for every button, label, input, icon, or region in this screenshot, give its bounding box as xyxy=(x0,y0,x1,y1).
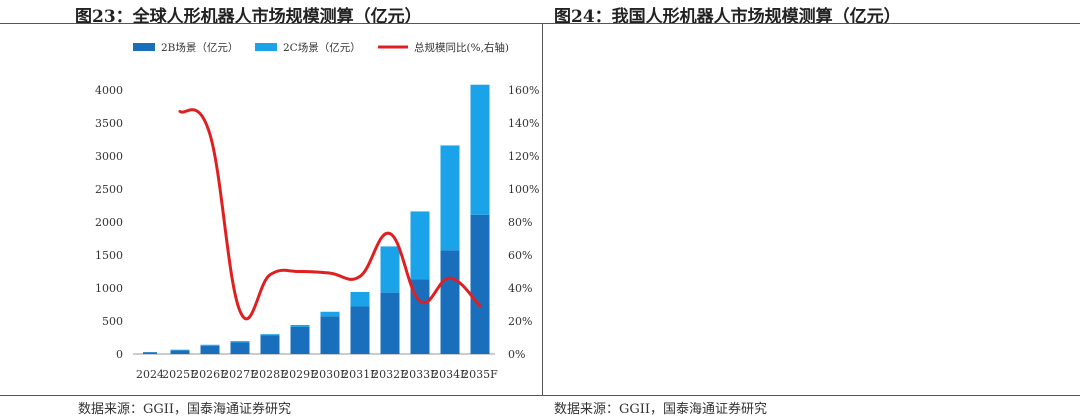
y2-tick-label: 60% xyxy=(508,249,532,262)
y-tick-label: 1500 xyxy=(95,249,123,262)
panel-divider xyxy=(542,24,543,395)
line-point xyxy=(359,275,361,277)
line-yoy xyxy=(178,108,482,321)
legend-swatch xyxy=(133,43,155,51)
bar-2c xyxy=(350,291,370,307)
y2-tick-label: 100% xyxy=(508,183,539,196)
x-tick-label: 2028F xyxy=(252,368,288,381)
bar-2c xyxy=(230,341,250,343)
bar-2c xyxy=(200,344,220,346)
line-point xyxy=(479,305,481,307)
chart-svg-china: 02004006008001000120014000%10%20%30%40%5… xyxy=(540,0,1080,417)
bar-2c xyxy=(380,246,400,293)
chart-svg-global: 0 500 1000 1500 2000 2500 3000 3500 4000 0% 20% 40%… xyxy=(95,41,539,381)
line-point xyxy=(209,134,211,136)
y2-tick-label: 40% xyxy=(508,282,532,295)
bar-2b xyxy=(380,292,400,354)
y-tick-label: 4000 xyxy=(95,84,123,97)
bar-2b xyxy=(470,214,490,354)
legend-label: 总规模同比(%,右轴) xyxy=(414,41,509,54)
x-tick-label: 2031F xyxy=(342,368,378,381)
chart-source: 数据来源：GGII，国泰海通证券研究 xyxy=(78,402,292,417)
bar-2b xyxy=(260,335,280,354)
chart-source: 数据来源：GGII，国泰海通证券研究 xyxy=(554,402,768,417)
y-tick-label: 3500 xyxy=(95,117,123,130)
bar-2c xyxy=(470,84,490,215)
x-tick-label: 2035F xyxy=(462,368,498,381)
bar-2c xyxy=(410,211,430,280)
line-point xyxy=(329,272,331,274)
y2-tick-label: 20% xyxy=(508,315,532,328)
x-tick-label: 2034F xyxy=(432,368,468,381)
bar-2c xyxy=(320,311,340,317)
x-tick-label: 2030F xyxy=(312,368,348,381)
line-point xyxy=(419,300,421,302)
y-tick-label: 0 xyxy=(116,348,123,361)
line-point xyxy=(449,277,451,279)
y2-tick-label: 160% xyxy=(508,84,539,97)
y-tick-label: 2000 xyxy=(95,216,123,229)
title-rule xyxy=(540,23,1080,24)
bar-2b xyxy=(230,342,250,354)
bar-2c xyxy=(440,145,460,251)
chart-title: 图23：全球人形机器人市场规模测算（亿元） xyxy=(75,7,422,27)
y2-tick-label: 80% xyxy=(508,216,532,229)
line-point xyxy=(269,274,271,276)
x-tick-label: 2025F xyxy=(162,368,198,381)
y-tick-label: 3000 xyxy=(95,150,123,163)
chart-panel-global: 图23：全球人形机器人市场规模测算（亿元） 0 500 1000 1500 2000 25… xyxy=(0,7,540,417)
y-tick-label: 1000 xyxy=(95,282,123,295)
chart-panel-china: 图24：我国人形机器人市场规模测算（亿元） 020040060080010001… xyxy=(540,0,1080,417)
x-tick-label: 2033F xyxy=(402,368,438,381)
x-tick-label: 2026F xyxy=(192,368,228,381)
y2-tick-label: 120% xyxy=(508,150,539,163)
bar-2c xyxy=(260,334,280,336)
line-point xyxy=(179,110,181,112)
bar-2b xyxy=(350,306,370,354)
x-tick-label: 2029F xyxy=(282,368,318,381)
chart-title: 图24：我国人形机器人市场规模测算（亿元） xyxy=(554,7,901,27)
y2-tick-label: 140% xyxy=(508,117,539,130)
legend-swatch xyxy=(255,43,277,51)
legend-label: 2C场景（亿元） xyxy=(283,41,361,54)
title-rule xyxy=(0,23,540,24)
bar-2b xyxy=(143,352,157,354)
source-rule xyxy=(540,395,1080,396)
x-tick-label: 2032F xyxy=(372,368,408,381)
bar-2b xyxy=(200,345,220,354)
bar-2c xyxy=(170,349,190,351)
line-point xyxy=(299,271,301,272)
y-tick-label: 500 xyxy=(102,315,123,328)
x-tick-label: 2027F xyxy=(222,368,258,381)
bar-2c xyxy=(290,324,310,327)
bar-2b xyxy=(440,250,460,354)
bar-2b xyxy=(170,350,190,354)
line-point xyxy=(239,310,241,312)
y-tick-label: 2500 xyxy=(95,183,123,196)
x-tick-label: 2024 xyxy=(136,368,164,381)
source-rule xyxy=(0,395,540,396)
bar-2b xyxy=(290,326,310,354)
legend-label: 2B场景（亿元） xyxy=(161,41,238,54)
line-point xyxy=(389,233,391,235)
y2-tick-label: 0% xyxy=(508,348,525,361)
bar-2b xyxy=(320,316,340,354)
bar-2b xyxy=(410,279,430,354)
